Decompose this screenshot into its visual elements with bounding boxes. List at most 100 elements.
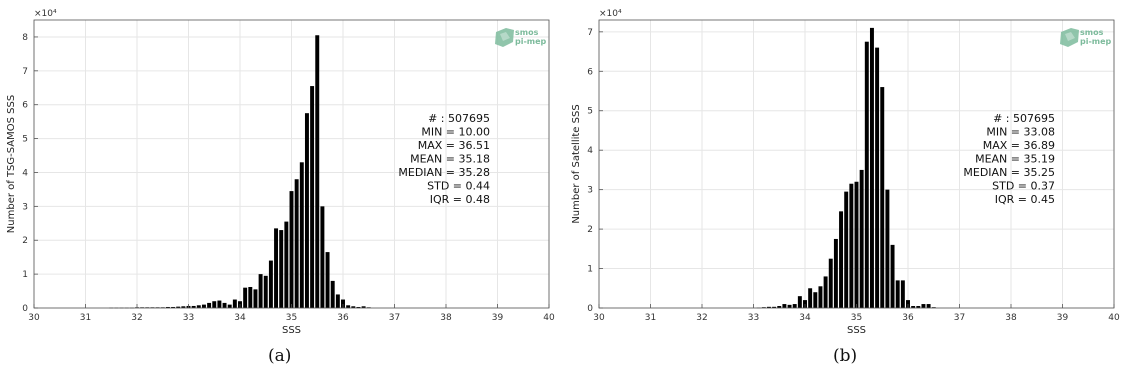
histogram-bar: [823, 276, 828, 308]
x-axis-label: SSS: [847, 325, 866, 336]
y-tick-label: 0: [587, 304, 593, 314]
y-tick-label: 2: [587, 225, 593, 235]
y-tick-label: 4: [587, 146, 593, 156]
stat-line: MEDIAN = 35.25: [963, 166, 1055, 179]
histogram-bar: [777, 306, 782, 308]
histogram-bar: [171, 306, 176, 308]
logo-text-smos: smos: [515, 28, 539, 37]
histogram-bar: [320, 206, 325, 308]
histogram-bar: [885, 189, 890, 308]
x-tick-label: 38: [1005, 313, 1017, 323]
histogram-bar: [818, 286, 823, 308]
histogram-bar: [869, 27, 874, 308]
histogram-bar: [864, 41, 869, 308]
histogram-bar: [361, 306, 366, 308]
panel-caption: (b): [833, 346, 858, 366]
histogram-bar: [243, 287, 248, 308]
histogram-bar: [854, 181, 859, 308]
x-tick-label: 37: [389, 313, 400, 323]
y-tick-label: 6: [22, 101, 28, 111]
stat-line: MEAN = 35.18: [410, 153, 490, 166]
x-tick-label: 37: [954, 313, 965, 323]
histogram-bar: [792, 304, 797, 308]
y-tick-label: 7: [587, 28, 593, 38]
histogram-bar: [248, 286, 253, 308]
y-tick-label: 6: [587, 67, 593, 77]
x-tick-label: 33: [748, 313, 759, 323]
histogram-bar: [895, 280, 900, 308]
histogram-bar: [833, 238, 838, 308]
panel-caption: (a): [268, 346, 292, 366]
y-multiplier-label: ×10⁴: [34, 9, 57, 19]
histogram-chart-a: 30 31 32 33 34 35 36 37 38 39 40012345678×10⁴SSSNu…: [6, 9, 555, 336]
stat-line: STD = 0.37: [992, 180, 1055, 193]
x-tick-label: 39: [1057, 313, 1069, 323]
histogram-bar: [813, 292, 818, 308]
stat-line: MAX = 36.51: [418, 139, 490, 152]
histogram-bar: [849, 183, 854, 308]
histogram-bar: [310, 86, 315, 308]
x-tick-label: 31: [645, 313, 656, 323]
x-tick-label: 36: [337, 313, 349, 323]
x-tick-label: 36: [902, 313, 914, 323]
x-tick-label: 35: [851, 313, 862, 323]
x-tick-label: 40: [1108, 313, 1120, 323]
histogram-bar: [900, 280, 905, 308]
x-tick-label: 31: [80, 313, 91, 323]
logo-shape-highlight: [1065, 32, 1075, 41]
histogram-bar: [304, 113, 309, 308]
histogram-bar: [268, 260, 273, 308]
histogram-bar: [787, 304, 792, 308]
logo-text-pimep: pi-mep: [1080, 37, 1112, 46]
histogram-bar: [890, 244, 895, 308]
histogram-bar: [263, 275, 268, 308]
histogram-bar: [828, 258, 833, 308]
y-tick-label: 7: [22, 67, 28, 77]
histogram-bar: [839, 211, 844, 308]
histogram-bar: [227, 304, 232, 308]
histogram-bar: [196, 305, 201, 308]
histogram-panel-a: 30 31 32 33 34 35 36 37 38 39 40 0 1 2 3 4 5 6 7 8 ×10⁴ SSS Nu…: [0, 0, 560, 376]
y-tick-label: 0: [22, 304, 28, 314]
histogram-bar: [191, 305, 196, 308]
y-tick-label: 3: [587, 186, 593, 196]
histogram-bar: [217, 300, 222, 308]
stat-line: MIN = 10.00: [421, 126, 490, 139]
stat-line: # : 507695: [428, 112, 490, 125]
x-tick-label: 35: [286, 313, 297, 323]
histogram-bar: [294, 179, 299, 308]
y-tick-label: 2: [22, 236, 28, 246]
y-tick-label: 8: [22, 33, 28, 43]
y-tick-label: 4: [22, 168, 28, 178]
stat-line: IQR = 0.45: [995, 193, 1055, 206]
stat-line: MEAN = 35.19: [975, 153, 1055, 166]
histogram-bar: [797, 296, 802, 308]
histogram-bar: [341, 299, 345, 308]
stat-line: STD = 0.44: [427, 180, 490, 193]
histogram-bar: [351, 306, 356, 308]
histogram-panel-b: 30 31 32 33 34 35 36 37 38 39 40 0 1 2 3 4 5 6 7 ×10⁴ SSS Num…: [565, 0, 1123, 376]
histogram-bar: [222, 302, 227, 308]
stat-line: # : 507695: [993, 112, 1055, 125]
histogram-bar: [782, 304, 787, 308]
histogram-bar: [212, 301, 217, 308]
y-axis-label: Number of Satellite SSS: [571, 104, 582, 223]
histogram-bar: [808, 288, 813, 308]
x-tick-label: 34: [799, 313, 811, 323]
histogram-bar: [844, 191, 849, 308]
y-tick-label: 3: [22, 202, 28, 212]
stat-line: IQR = 0.48: [430, 193, 490, 206]
histogram-bar: [279, 230, 284, 308]
stat-line: MIN = 33.08: [986, 126, 1055, 139]
histogram-bar: [299, 162, 304, 308]
histogram-bar: [356, 306, 361, 308]
logo-shape-highlight: [500, 32, 510, 41]
histogram-bar: [176, 306, 181, 308]
x-tick-label: 39: [492, 313, 504, 323]
x-tick-label: 33: [183, 313, 194, 323]
histogram-bar: [274, 228, 279, 308]
histogram-chart-b: 30 31 32 33 34 35 36 37 38 39 4001234567×10⁴SSSNum…: [571, 9, 1120, 336]
x-axis-label: SSS: [282, 325, 301, 336]
